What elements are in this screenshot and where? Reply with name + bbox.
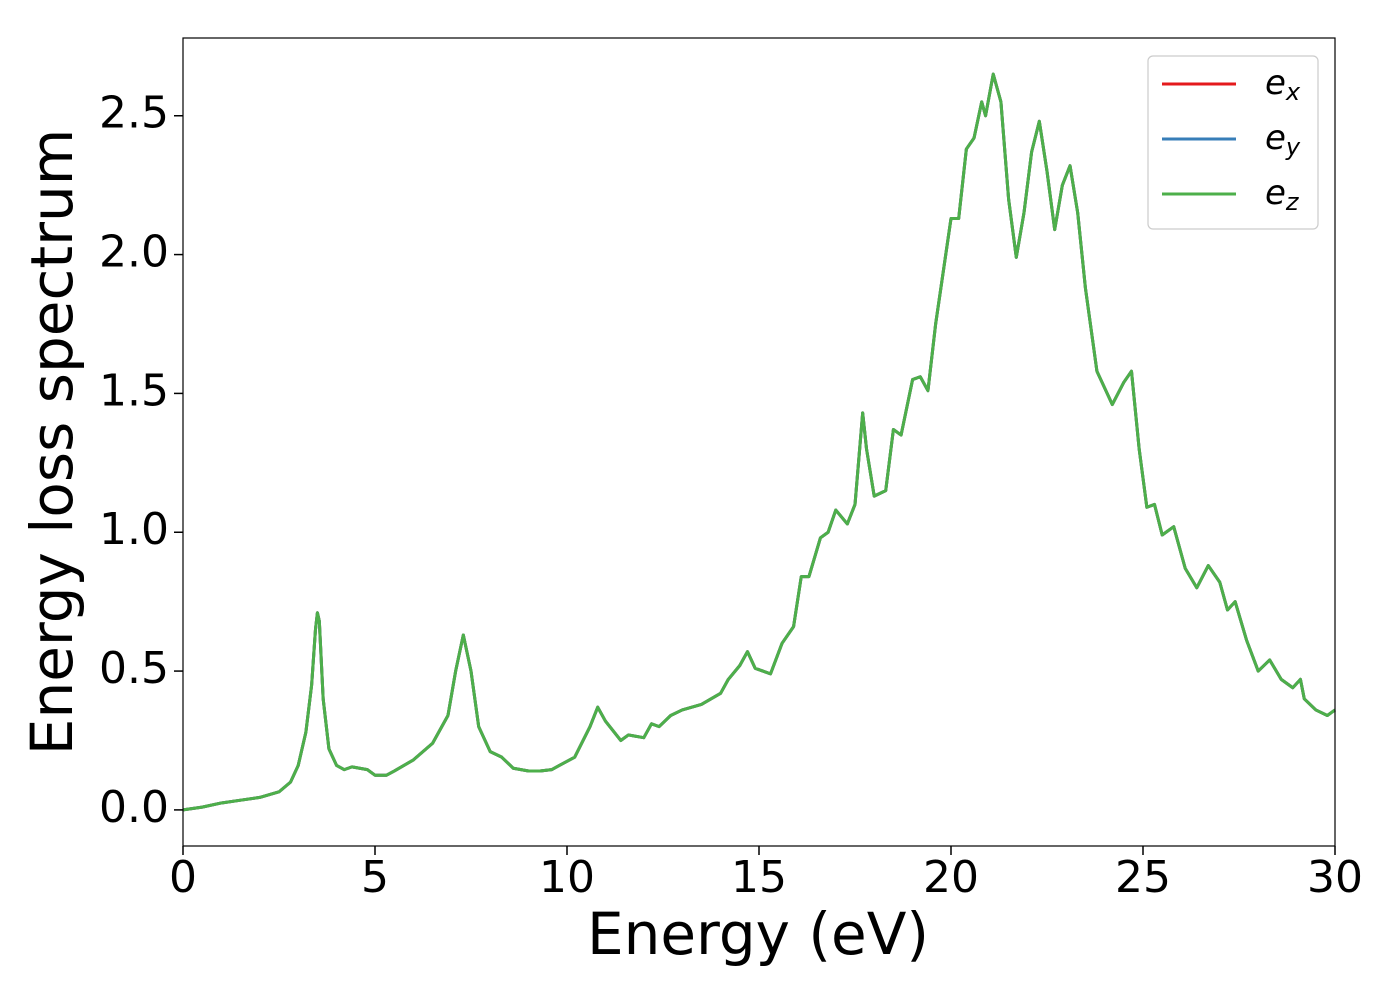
x-tick-label: 25 — [1115, 852, 1171, 903]
x-tick-label: 15 — [731, 852, 787, 903]
y-axis-label: Energy loss spectrum — [18, 129, 86, 755]
legend-label: ez — [1265, 173, 1300, 217]
x-tick-label: 10 — [539, 852, 595, 903]
y-tick-label: 2.0 — [99, 227, 169, 278]
legend-subscript: y — [1285, 133, 1301, 161]
legend-name: e — [1265, 173, 1286, 213]
legend-label: ex — [1265, 63, 1301, 107]
y-tick-label: 1.5 — [99, 365, 169, 416]
y-tick-label: 2.5 — [99, 88, 169, 139]
y-tick-label: 1.0 — [99, 504, 169, 555]
legend-subscript: x — [1285, 78, 1301, 106]
plot-frame — [182, 37, 1336, 847]
x-axis-label: Energy (eV) — [587, 900, 929, 968]
legend-label: ey — [1265, 118, 1301, 162]
y-tick-label: 0.5 — [99, 643, 169, 694]
x-tick-label: 30 — [1307, 852, 1363, 903]
x-tick-label: 5 — [361, 852, 389, 903]
legend-subscript: z — [1285, 188, 1300, 216]
legend-name: e — [1265, 63, 1286, 103]
x-tick-label: 0 — [169, 852, 197, 903]
legend-box — [1147, 55, 1319, 230]
data-line — [182, 72, 1336, 812]
y-tick-label: 0.0 — [99, 782, 169, 833]
x-tick-label: 20 — [923, 852, 979, 903]
legend-name: e — [1265, 118, 1286, 158]
